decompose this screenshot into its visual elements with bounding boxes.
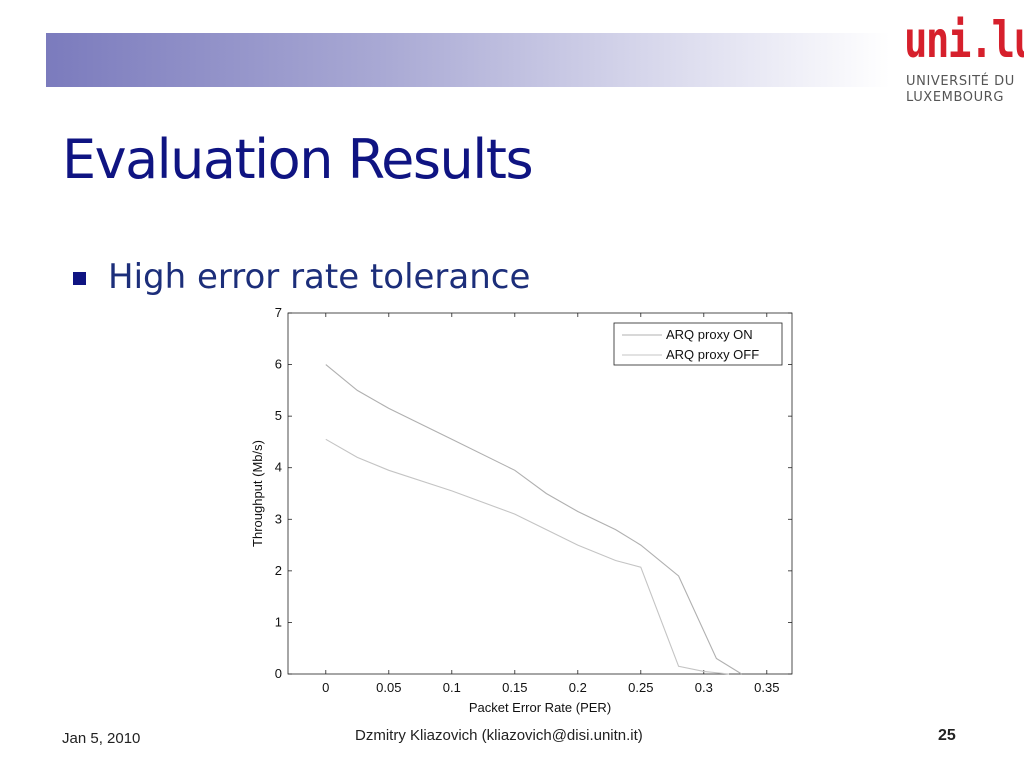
bullet-text: High error rate tolerance [108,257,531,297]
y-tick-label: 2 [275,563,282,578]
y-tick-label: 3 [275,511,282,526]
y-tick-label: 7 [275,305,282,320]
header-gradient-bar [46,33,890,87]
logo-text-line1: UNIVERSITÉ DU [906,74,1015,89]
y-tick-label: 1 [275,614,282,629]
series-line-1 [325,364,742,675]
legend-label-2: ARQ proxy OFF [666,347,759,362]
page-number: 25 [938,727,956,744]
slide-title: Evaluation Results [62,128,534,191]
chart-canvas: 0 0.05 0.1 0.15 0.2 0.25 0.3 0.35 0 1 2 3 4 5 6 7 Packet… [250,305,793,715]
footer-author: Dzmitry Kliazovich (kliazovich@disi.unit… [355,727,643,744]
y-tick-label: 5 [275,408,282,423]
legend-box [613,322,783,366]
legend-label-1: ARQ proxy ON [666,327,753,342]
x-tick-label: 0.2 [569,680,587,695]
logo-text-line2: LUXEMBOURG [906,90,1004,105]
y-tick-label: 6 [275,357,282,372]
x-tick-label: 0.15 [502,680,527,695]
x-axis-label: Packet Error Rate (PER) [469,700,611,715]
logo-mark: uni.lu [904,11,1024,69]
throughput-chart: 0 0.05 0.1 0.15 0.2 0.25 0.3 0.35 0 1 2 3 4 5 6 7 Packet… [240,300,805,720]
x-tick-label: 0.3 [695,680,713,695]
university-logo: uni.lu UNIVERSITÉ DU LUXEMBOURG [898,11,1024,107]
bullet-square-icon [73,272,86,285]
x-tick-label: 0.35 [754,680,779,695]
y-tick-label: 0 [275,666,282,681]
x-tick-label: 0.1 [443,680,461,695]
plot-frame [287,312,793,675]
x-tick-label: 0.25 [628,680,653,695]
x-tick-label: 0 [322,680,329,695]
y-axis-label: Throughput (Mb/s) [250,440,265,547]
y-tick-label: 4 [275,460,282,475]
footer-date: Jan 5, 2010 [62,730,141,747]
series-line-2 [325,438,730,675]
x-tick-label: 0.05 [376,680,401,695]
